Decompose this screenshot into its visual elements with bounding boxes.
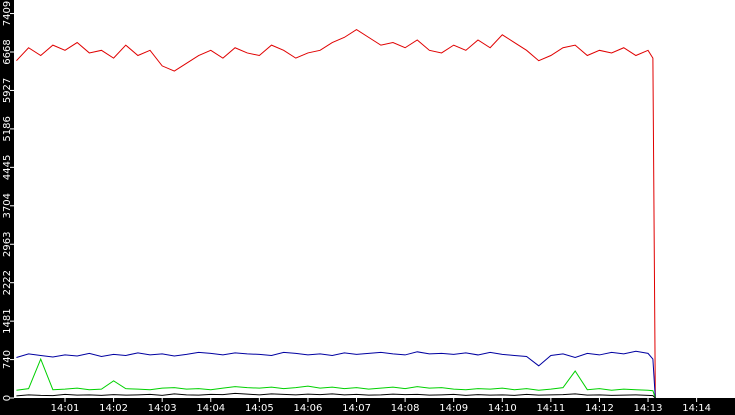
y-tick-label: 7409 <box>2 1 13 26</box>
x-tick-label: 14:10 <box>488 403 517 414</box>
x-tick-label: 14:02 <box>99 403 128 414</box>
y-tick-label: 6668 <box>2 39 13 64</box>
y-tick-label: 4445 <box>2 155 13 180</box>
y-tick-label: 1481 <box>2 308 13 333</box>
y-axis-strip <box>0 0 14 415</box>
series-line <box>16 392 656 399</box>
x-tick-label: 14:06 <box>294 403 323 414</box>
y-tick-label: 5186 <box>2 116 13 141</box>
x-axis-strip <box>0 398 735 415</box>
y-tick-label: 740 <box>2 350 13 369</box>
x-tick-label: 14:04 <box>196 403 225 414</box>
y-tick-label: 3704 <box>2 193 13 218</box>
x-tick-label: 14:14 <box>682 403 711 414</box>
y-tick-label: 0 <box>2 395 13 401</box>
x-tick-label: 14:13 <box>634 403 663 414</box>
x-tick-label: 14:08 <box>391 403 420 414</box>
x-tick-label: 14:12 <box>585 403 614 414</box>
series-line <box>16 350 656 399</box>
y-tick-label: 2963 <box>2 232 13 257</box>
x-tick-label: 14:05 <box>245 403 274 414</box>
series-line <box>16 28 656 399</box>
x-tick-label: 14:09 <box>439 403 468 414</box>
x-tick-label: 14:01 <box>51 403 80 414</box>
x-tick-label: 14:11 <box>536 403 565 414</box>
x-tick-label: 14:07 <box>342 403 371 414</box>
series-line <box>16 357 656 399</box>
x-tick-label: 14:03 <box>148 403 177 414</box>
y-tick-label: 2222 <box>2 270 13 295</box>
y-tick-label: 5927 <box>2 78 13 103</box>
